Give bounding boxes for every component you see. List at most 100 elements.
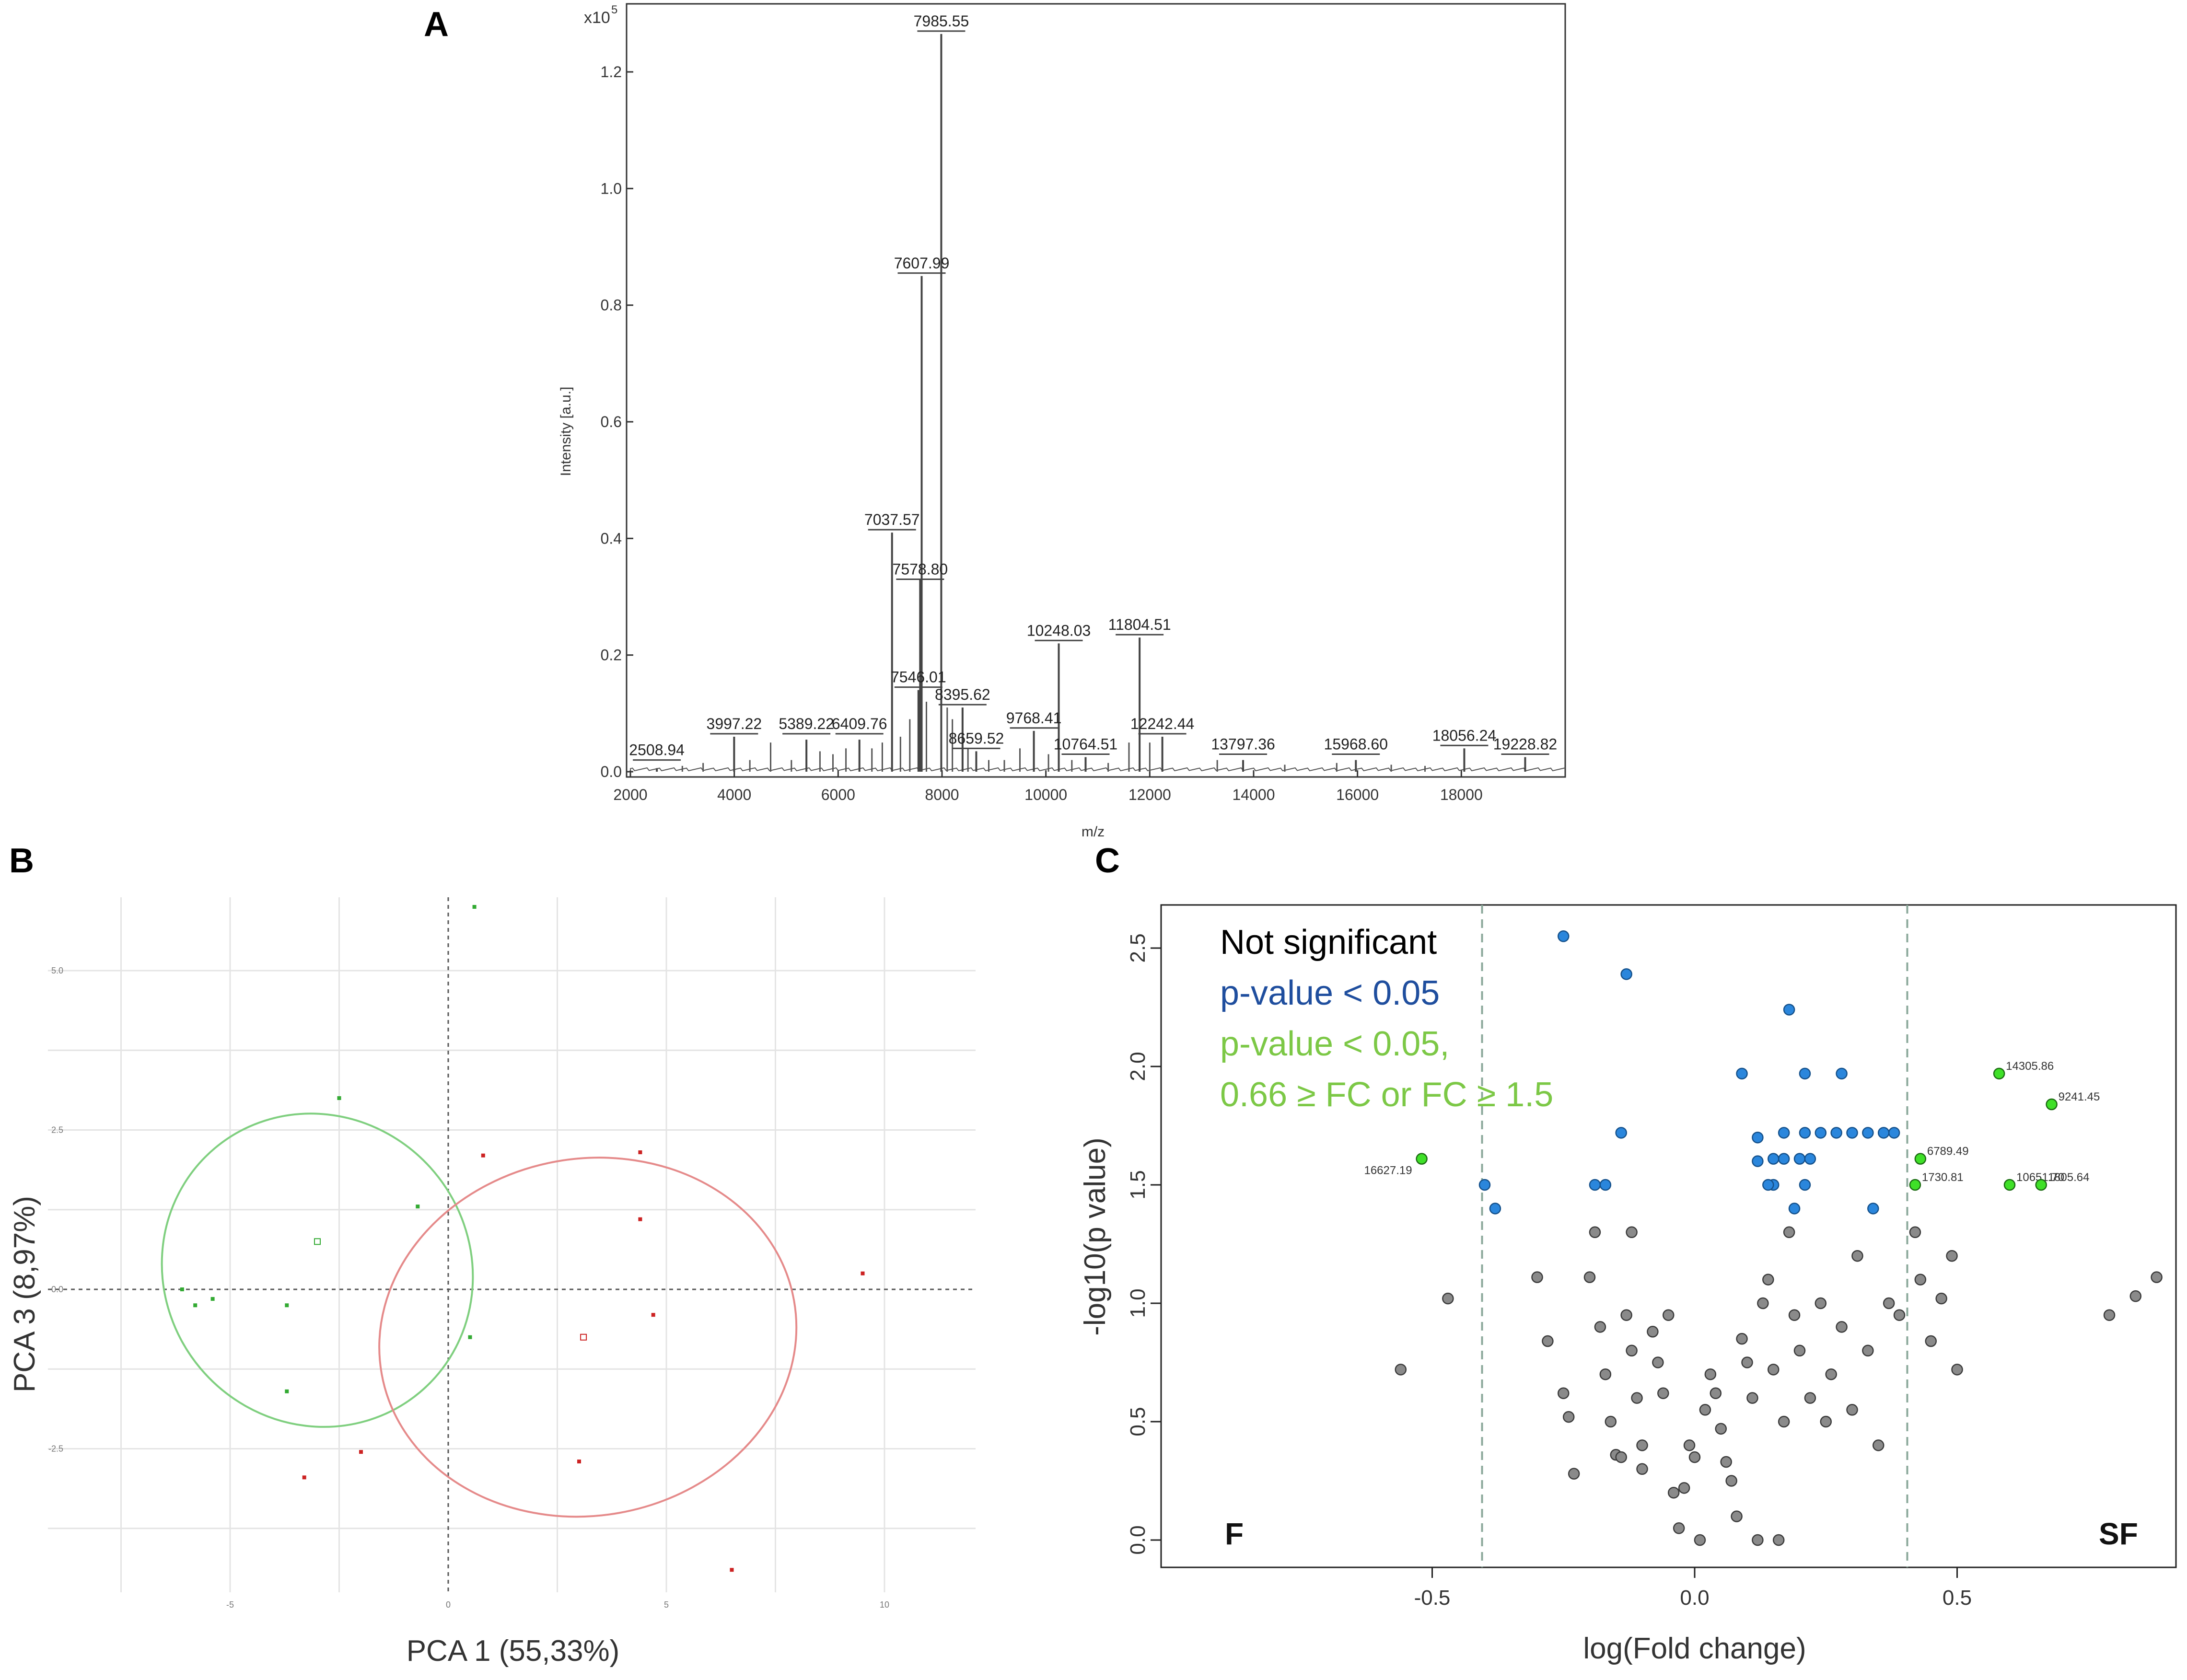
- chart-c-point: [1667, 1486, 1680, 1499]
- chart-c-point: [1631, 1392, 1643, 1404]
- chart-c-legend-entry: Not significant: [1220, 923, 1437, 962]
- chart-a-exponent-power: 5: [611, 3, 617, 16]
- chart-a-frame: [626, 3, 1566, 778]
- chart-b-point: [730, 1568, 734, 1572]
- chart-a-xtick-label: 4000: [717, 786, 751, 803]
- chart-a-xtick-label: 12000: [1128, 786, 1171, 803]
- chart-c-point: [1736, 1067, 1748, 1080]
- chart-c-point: [1783, 1004, 1795, 1016]
- chart-c-point: [1594, 1321, 1606, 1333]
- chart-c-point: [1652, 1356, 1664, 1368]
- chart-c-point: [1946, 1250, 1958, 1262]
- chart-a-xtick-label: 18000: [1440, 786, 1483, 803]
- chart-a-spectrum: [630, 34, 1566, 772]
- chart-a-peak-label: 7607.99: [894, 255, 950, 272]
- panel-label-c: C: [1095, 842, 1120, 880]
- chart-a-peak-label: 19228.82: [1493, 736, 1557, 753]
- chart-c-point: [1993, 1067, 2005, 1080]
- panel-label-a: A: [424, 5, 449, 44]
- chart-c-point: [1799, 1179, 1811, 1191]
- chart-c-point: [1793, 1344, 1806, 1357]
- chart-a-peak-label: 6409.76: [832, 715, 887, 732]
- chart-b-point: [416, 1205, 420, 1209]
- chart-c-axes: -0.5 0.0 0.5 0.0 0.5 1.0 1.5 2.0 2.5: [1126, 905, 1972, 1610]
- chart-a-xtick-label: 6000: [821, 786, 855, 803]
- chart-a-ytick-label: 1.2: [601, 63, 622, 81]
- chart-b-ytick-label: 5.0: [51, 966, 63, 975]
- chart-c-point: [1862, 1344, 1874, 1357]
- chart-a-xtick-label: 8000: [925, 786, 959, 803]
- chart-c-corner-left: F: [1225, 1517, 1244, 1551]
- chart-c-ytick-label: 2.0: [1126, 1052, 1150, 1081]
- chart-c-point: [1757, 1297, 1769, 1309]
- chart-c-point: [1489, 1203, 1501, 1215]
- chart-c-point: [1815, 1127, 1827, 1139]
- chart-b-point: [577, 1460, 581, 1464]
- chart-c-xtick-label: -0.5: [1414, 1586, 1451, 1610]
- chart-b-point: [638, 1150, 642, 1155]
- chart-c-point-label: 6789.49: [1927, 1145, 1969, 1158]
- chart-a-peak-label: 7546.01: [891, 669, 946, 686]
- chart-c-point: [1694, 1534, 1706, 1546]
- chart-c-point: [1599, 1179, 1612, 1191]
- chart-c-point: [1589, 1179, 1601, 1191]
- chart-c-point: [1589, 1226, 1601, 1239]
- chart-a-ylabel: Intensity [a.u.]: [558, 387, 574, 476]
- chart-c-volcano: -0.5 0.0 0.5 0.0 0.5 1.0 1.5 2.0 2.5 16627.19 143…: [1079, 904, 2177, 1665]
- chart-c-point: [1715, 1423, 1727, 1435]
- chart-c-point: [1846, 1404, 1858, 1416]
- chart-c-point: [1820, 1415, 1832, 1428]
- chart-a-peak-label: 15968.60: [1324, 736, 1388, 753]
- chart-a-peak-label: 7037.57: [864, 511, 920, 528]
- chart-c-legend: Not significant p-value < 0.05 p-value < 0…: [1220, 923, 1553, 1114]
- chart-a-peak-label: 9768.41: [1006, 709, 1062, 727]
- chart-c-point: [1583, 1271, 1596, 1283]
- chart-c-point: [1862, 1127, 1874, 1139]
- chart-a-axes: 0.0 0.2 0.4 0.6 0.8 1.0 1.2 2000 4000 6000 8000 100…: [601, 63, 1483, 803]
- chart-c-point: [1720, 1456, 1732, 1468]
- chart-c-ytick-label: 1.0: [1126, 1288, 1150, 1318]
- chart-b-point: [481, 1153, 485, 1158]
- chart-c-point: [1752, 1155, 1764, 1167]
- chart-a-xtick-label: 10000: [1024, 786, 1067, 803]
- chart-a-peak-label: 10248.03: [1027, 622, 1091, 639]
- chart-b-point: [285, 1303, 289, 1308]
- chart-c-point: [1888, 1127, 1900, 1139]
- chart-c-point: [1395, 1364, 1407, 1376]
- chart-b-pca: -5 0 5 10 5.0 2.5 0.0 -2.5 PCA 1 (55,33%) PCA 3…: [8, 897, 976, 1668]
- chart-c-point: [1778, 1153, 1790, 1165]
- chart-b-point: [210, 1297, 215, 1301]
- chart-c-point: [1768, 1153, 1780, 1165]
- chart-c-point: [1799, 1127, 1811, 1139]
- chart-c-point: [1788, 1203, 1801, 1215]
- chart-c-point: [1804, 1153, 1816, 1165]
- panel-label-b: B: [9, 842, 34, 880]
- chart-c-point: [1531, 1271, 1543, 1283]
- chart-a-ytick-label: 0.6: [601, 413, 622, 430]
- chart-c-point: [1830, 1127, 1842, 1139]
- chart-c-point: [1752, 1131, 1764, 1144]
- chart-b-xtick-label: 5: [664, 1600, 669, 1610]
- chart-b-centroid: [580, 1333, 587, 1341]
- chart-a-ytick-label: 1.0: [601, 180, 622, 197]
- chart-b-ytick-label: -2.5: [48, 1444, 63, 1454]
- chart-c-point: [1731, 1510, 1743, 1522]
- chart-c-point: [1788, 1309, 1801, 1321]
- chart-c-point: [1846, 1127, 1858, 1139]
- chart-c-point: [1558, 1387, 1570, 1399]
- chart-a-exponent-base: x10: [584, 9, 610, 27]
- chart-b-points: [161, 905, 865, 1572]
- chart-c-point: [1678, 1482, 1690, 1494]
- chart-c-point-label: 16627.19: [1364, 1164, 1412, 1177]
- chart-c-point: [1768, 1364, 1780, 1376]
- chart-c-point: [1867, 1203, 1879, 1215]
- chart-c-point: [1893, 1309, 1906, 1321]
- chart-c-point: [1615, 1127, 1627, 1139]
- chart-c-point: [1416, 1153, 1428, 1165]
- chart-a-peak-label: 10764.51: [1054, 736, 1117, 753]
- chart-b-xtick-label: -5: [226, 1600, 234, 1610]
- chart-c-point: [1647, 1326, 1659, 1338]
- chart-c-point: [1772, 1534, 1785, 1546]
- chart-c-point: [1935, 1292, 1947, 1305]
- chart-c-point: [1636, 1439, 1648, 1451]
